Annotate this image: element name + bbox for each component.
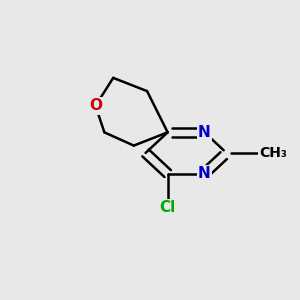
Text: N: N — [198, 166, 211, 181]
Text: CH₃: CH₃ — [259, 146, 287, 160]
Text: N: N — [198, 125, 211, 140]
Text: O: O — [89, 98, 102, 113]
Text: Cl: Cl — [160, 200, 176, 215]
